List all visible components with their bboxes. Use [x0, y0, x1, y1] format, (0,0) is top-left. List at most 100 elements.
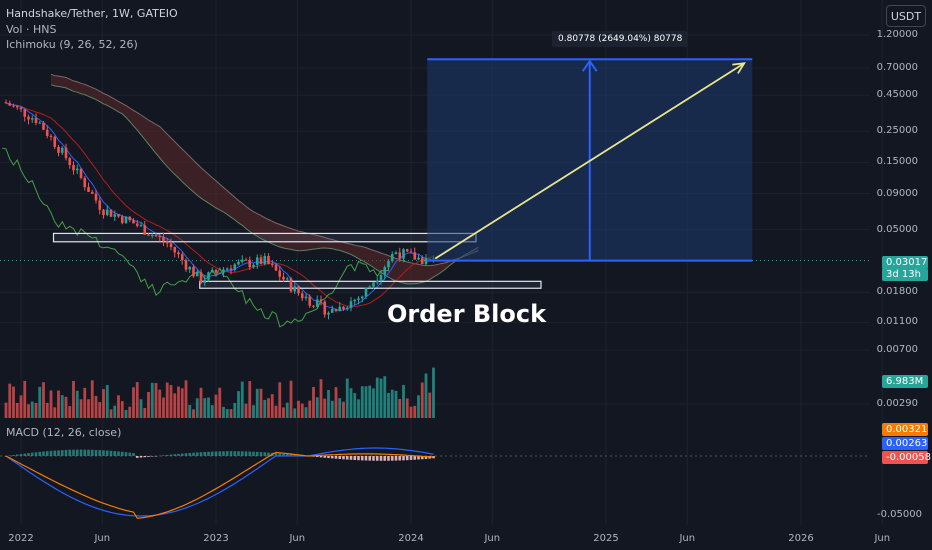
macd-histogram-bar: [120, 451, 124, 456]
candle-body: [387, 260, 390, 268]
candle-body: [135, 223, 139, 226]
volume-bar: [177, 386, 180, 418]
volume-bar: [109, 409, 113, 418]
candle-body: [150, 234, 154, 236]
macd-legend[interactable]: MACD (12, 26, close): [6, 426, 122, 439]
candle-body: [334, 308, 338, 311]
candle-body: [402, 249, 405, 259]
macd-histogram-bar: [353, 456, 357, 461]
candle-body: [124, 216, 128, 224]
macd-histogram-bar: [267, 452, 270, 456]
candle-body: [338, 306, 342, 311]
macd-histogram-bar: [323, 456, 327, 458]
candle-body: [169, 243, 173, 248]
macd-histogram-bar: [282, 453, 285, 456]
volume-bar: [285, 402, 289, 418]
volume-legend[interactable]: Vol · HNS: [6, 23, 57, 36]
candle-body: [173, 247, 177, 253]
candle-body: [420, 257, 424, 265]
macd-histogram-bar: [274, 453, 278, 456]
candle-body: [342, 306, 345, 310]
candle-body: [357, 298, 360, 300]
macd-histogram-bar: [248, 451, 252, 456]
macd-tag-3: -0.00058: [882, 451, 931, 464]
candle-body: [143, 225, 147, 235]
candle-body: [102, 209, 105, 216]
volume-bar: [413, 405, 417, 418]
candle-body: [252, 264, 255, 268]
macd-histogram-bar: [19, 454, 23, 456]
candle-body: [289, 278, 293, 292]
volume-bar: [162, 397, 165, 418]
countdown-tag: 3d 13h: [882, 268, 928, 281]
volume-bar: [57, 390, 60, 418]
candle-body: [210, 270, 214, 273]
candle-body: [27, 116, 30, 120]
time-axis-label: Jun: [679, 533, 696, 544]
volume-bar: [270, 394, 274, 418]
macd-histogram-bar: [233, 451, 237, 456]
candle-body: [349, 301, 353, 308]
candle-body: [274, 264, 278, 271]
volume-bar: [173, 393, 177, 418]
volume-bar: [27, 404, 30, 418]
order-block-annotation[interactable]: Order Block: [387, 300, 547, 328]
symbol-title[interactable]: Handshake/Tether, 1W, GATEIO: [6, 7, 178, 20]
currency-button[interactable]: USDT: [886, 5, 926, 27]
candle-body: [38, 122, 42, 124]
volume-bar: [417, 395, 420, 418]
time-axis-label: Jun: [874, 533, 891, 544]
candle-body: [270, 263, 274, 265]
volume-bar: [19, 395, 23, 418]
candle-body: [390, 254, 394, 261]
macd-histogram-bar: [23, 453, 27, 456]
volume-bar: [402, 385, 405, 418]
volume-bar: [327, 389, 330, 418]
candle-body: [109, 209, 113, 217]
candle-body: [203, 279, 207, 283]
volume-bar: [252, 405, 255, 418]
macd-histogram-bar: [117, 451, 120, 456]
volume-bar: [349, 388, 353, 418]
macd-histogram-bar: [128, 452, 132, 456]
volume-bar: [94, 395, 98, 418]
volume-bar: [312, 386, 315, 418]
candle-body: [57, 146, 60, 153]
macd-histogram-bar: [342, 456, 345, 460]
candle-body: [132, 220, 135, 224]
volume-bar: [128, 406, 132, 418]
candle-body: [4, 102, 8, 104]
candle-body: [233, 264, 237, 270]
candle-body: [177, 252, 180, 255]
volume-bar: [432, 367, 435, 418]
candle-body: [49, 135, 53, 137]
candle-body: [199, 272, 203, 283]
volume-bar: [60, 395, 64, 418]
candle-body: [75, 168, 79, 171]
candle-body: [424, 258, 428, 265]
volume-bar: [420, 382, 424, 418]
volume-bar: [135, 382, 139, 418]
volume-bar: [244, 403, 248, 418]
macd-histogram-bar: [83, 449, 87, 456]
candle-body: [372, 282, 375, 287]
macd-histogram-bar: [330, 456, 334, 459]
macd-histogram-bar: [169, 454, 173, 456]
volume-bar: [83, 387, 87, 418]
ichimoku-legend[interactable]: Ichimoku (9, 26, 52, 26): [6, 38, 138, 51]
macd-histogram-bar: [349, 456, 353, 460]
candle-body: [417, 257, 420, 260]
volume-bar: [147, 391, 150, 418]
price-axis-label: 0.00700: [876, 344, 918, 356]
macd-histogram-bar: [203, 451, 207, 456]
macd-histogram-bar: [64, 449, 68, 456]
macd-histogram-bar: [192, 452, 195, 456]
volume-bar: [394, 390, 398, 418]
volume-bar: [259, 388, 263, 418]
candle-body: [162, 237, 165, 242]
volume-bar: [274, 405, 278, 418]
volume-bar: [233, 403, 237, 418]
candle-body: [267, 256, 270, 264]
candle-body: [308, 296, 312, 306]
